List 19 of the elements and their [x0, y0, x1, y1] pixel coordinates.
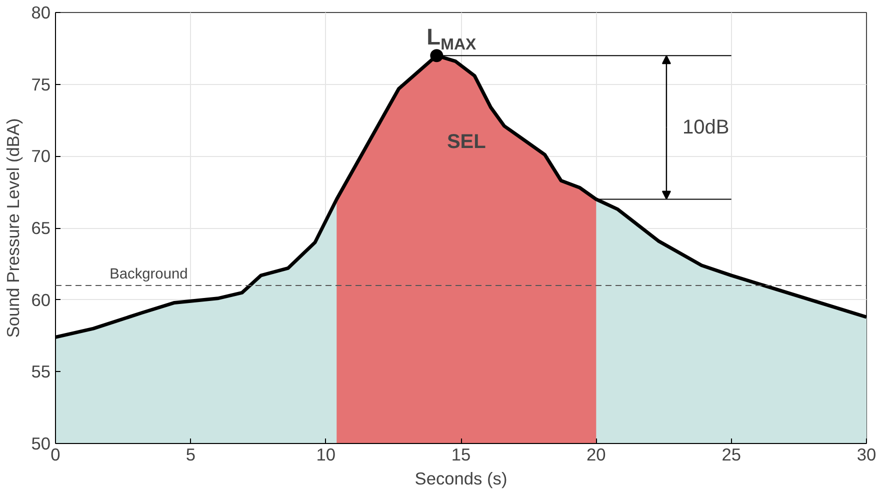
y-tick-label: 75: [31, 74, 51, 94]
y-tick-label: 70: [31, 146, 51, 166]
annotation: SEL: [446, 130, 486, 153]
y-tick-label: 55: [31, 362, 51, 382]
x-tick-label: 15: [451, 444, 471, 464]
ref-line-label: Background: [110, 266, 188, 282]
y-tick-label: 80: [31, 2, 51, 22]
x-tick-label: 25: [722, 444, 741, 464]
x-tick-label: 0: [50, 444, 60, 464]
y-axis-title: Sound Pressure Level (dBA): [3, 118, 24, 338]
x-tick-label: 20: [586, 444, 606, 464]
x-tick-label: 30: [856, 444, 876, 464]
x-axis-title: Seconds (s): [414, 468, 508, 488]
x-tick-label: 10: [316, 444, 336, 464]
y-tick-label: 60: [31, 290, 51, 310]
y-tick-label: 65: [31, 218, 51, 238]
annotation: 10dB: [682, 116, 730, 138]
y-tick-label: 50: [31, 434, 51, 454]
x-tick-label: 5: [186, 444, 196, 464]
